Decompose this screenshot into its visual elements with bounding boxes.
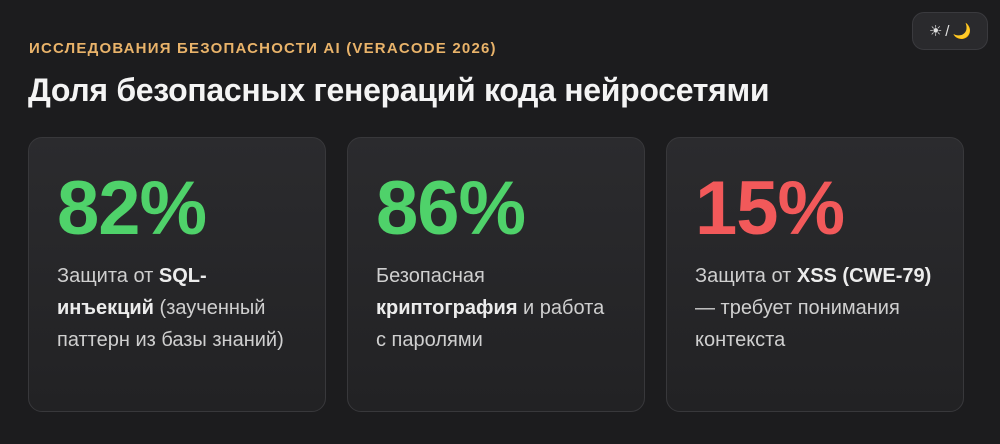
- metric-cards: 82% Защита от SQL-инъекций (заученный па…: [28, 137, 964, 412]
- page-title: Доля безопасных генераций кода нейросетя…: [28, 72, 770, 108]
- metric-card-cryptography: 86% Безопасная криптография и работа с п…: [347, 137, 645, 412]
- moon-icon: 🌙: [952, 23, 972, 40]
- metric-description: Защита от SQL-инъекций (заученный паттер…: [57, 265, 284, 351]
- metric-card-xss: 15% Защита от XSS (CWE-79) — требует пон…: [666, 137, 964, 412]
- metric-value: 86%: [376, 166, 526, 251]
- theme-toggle-button[interactable]: ☀ / 🌙: [912, 12, 988, 50]
- sun-icon: ☀: [928, 23, 943, 40]
- section-kicker: ИССЛЕДОВАНИЯ БЕЗОПАСНОСТИ AI (VERACODE 2…: [29, 40, 497, 57]
- metric-value: 15%: [695, 166, 845, 251]
- metric-value: 82%: [57, 166, 207, 251]
- toggle-separator: /: [945, 22, 950, 40]
- metric-description: Защита от XSS (CWE-79) — требует пониман…: [695, 265, 932, 351]
- metric-description: Безопасная криптография и работа с парол…: [376, 265, 605, 351]
- metric-card-sql-injection: 82% Защита от SQL-инъекций (заученный па…: [28, 137, 326, 412]
